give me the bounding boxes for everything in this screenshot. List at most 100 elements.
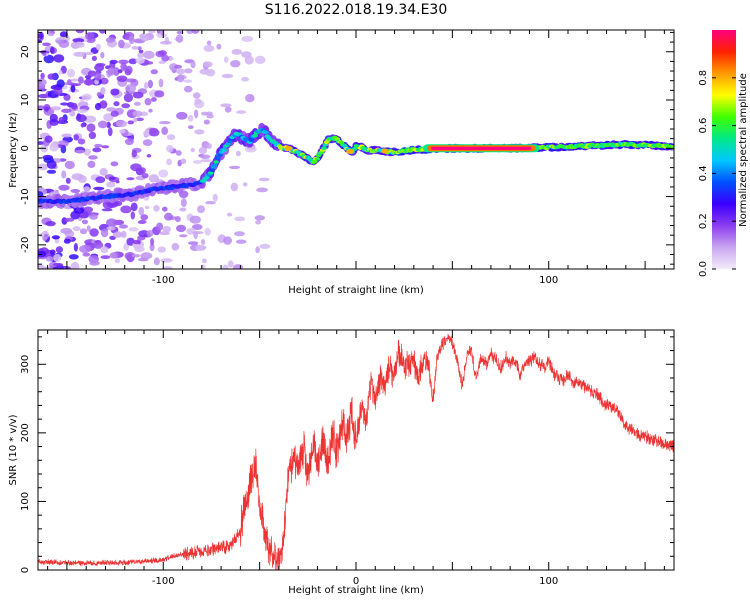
noise-blob [53,253,62,262]
noise-blob [89,228,99,237]
noise-blob [222,264,229,269]
frequency-ridge [38,122,674,210]
noise-blob [85,75,92,79]
noise-blob [115,180,120,184]
noise-blob [175,34,184,43]
noise-blob [97,120,108,129]
noise-blob [150,69,158,75]
noise-blob [80,98,85,102]
noise-blob [195,244,207,251]
noise-blob [203,44,215,52]
noise-blob [258,177,270,182]
noise-blob [81,219,89,225]
noise-blob [120,230,127,238]
noise-blob [230,182,238,192]
noise-blob [206,143,212,150]
noise-blob [200,159,212,163]
noise-blob [135,117,144,122]
noise-blob [88,131,97,140]
ridge-blob [209,168,215,172]
noise-blob [43,54,55,64]
noise-blob [124,138,134,146]
noise-blob [45,221,56,227]
noise-blob [194,129,205,135]
noise-blob [38,250,47,258]
noise-blob [138,49,144,54]
x-tick-label: 100 [539,275,558,286]
noise-blob [38,105,46,111]
noise-blob [138,206,145,216]
noise-blob [42,236,47,242]
snr-background [38,330,674,570]
noise-blob [154,90,165,98]
noise-blob [194,98,202,105]
noise-blob [169,57,174,61]
noise-blob [137,52,145,58]
noise-blob [120,205,132,214]
colorbar-tick-label: 0.4 [698,165,709,181]
noise-blob [85,51,94,56]
noise-blob [112,252,117,258]
noise-blob [190,60,196,69]
ridge-blob [213,160,219,164]
y-tick-label: 0 [20,567,31,573]
noise-blob [73,242,78,252]
noise-blob [116,75,128,82]
noise-blob [63,238,71,244]
noise-blob [100,246,109,254]
noise-blob [50,106,62,111]
noise-blob [148,30,156,34]
noise-blob [230,60,241,68]
ridge-blob [263,130,269,135]
noise-blob [79,228,88,235]
noise-blob [113,101,120,107]
noise-blob [99,30,106,34]
noise-blob [254,215,265,221]
noise-blob [146,230,154,237]
noise-blob [132,110,143,117]
noise-blob [153,257,160,266]
noise-blob [114,258,120,264]
noise-blob [95,43,101,51]
noise-blob [227,260,234,268]
noise-blob [73,51,86,57]
noise-blob [71,102,78,110]
noise-blob [107,67,115,76]
noise-blob [68,254,79,260]
y-tick-label: 300 [20,355,31,374]
noise-blob [255,220,262,225]
noise-blob [49,113,58,123]
noise-blob [99,168,108,176]
colorbar-tick-label: 0.6 [698,118,709,134]
noise-blob [70,85,76,93]
ridge-blob [311,159,318,164]
snr-series [38,333,674,570]
noise-blob [118,39,125,49]
noise-blob [173,64,183,69]
noise-blob [177,74,185,83]
noise-blob [138,219,147,224]
noise-blob [70,189,81,193]
noise-blob [110,161,119,167]
noise-blob [132,91,144,99]
noise-blob [149,127,159,133]
noise-blob [71,173,84,181]
figure-title: S116.2022.018.19.34.E30 [265,2,448,18]
ridge-blob [314,157,321,161]
noise-blob [224,106,232,113]
noise-blob [110,88,120,96]
ridge-blob [670,145,674,150]
noise-blob [92,147,102,153]
noise-blob [79,245,91,253]
noise-blob [61,133,72,138]
noise-blob [184,68,193,74]
noise-blob [49,142,59,152]
noise-blob [123,243,129,251]
noise-blob [234,216,246,222]
noise-blob [236,110,247,114]
noise-blob [69,83,81,87]
noise-blob [137,46,142,51]
noise-blob [157,246,166,253]
snr-xlabel: Height of straight line (km) [288,585,424,596]
ridge-blob [248,138,254,142]
